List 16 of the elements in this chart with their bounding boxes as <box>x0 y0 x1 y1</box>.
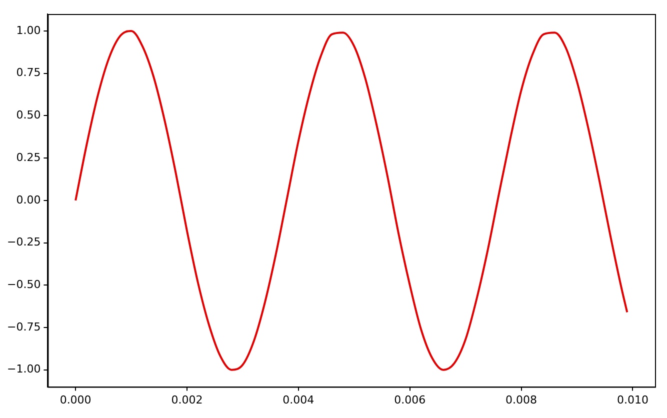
y-tick-label: −1.00 <box>6 362 41 376</box>
x-tick-label: 0.008 <box>506 393 538 406</box>
y-tick-label: 0.25 <box>16 150 41 164</box>
y-tick-label: −0.50 <box>6 278 41 291</box>
y-tick-label: 1.00 <box>16 24 41 37</box>
line-series <box>74 30 628 371</box>
x-tick-label: 0.002 <box>171 393 203 406</box>
y-tick-label: 0.50 <box>16 108 41 122</box>
x-tick-label: 0.010 <box>616 393 648 406</box>
x-tick-label: 0.006 <box>394 393 426 406</box>
x-tick-label: 0.004 <box>282 393 314 406</box>
y-tick-label: −0.75 <box>6 320 41 334</box>
y-tick-label: −0.25 <box>6 236 41 249</box>
y-tick-label: 0.00 <box>16 193 41 206</box>
y-tick-label: 0.75 <box>16 66 41 80</box>
x-tick-label: 0.000 <box>60 393 92 406</box>
